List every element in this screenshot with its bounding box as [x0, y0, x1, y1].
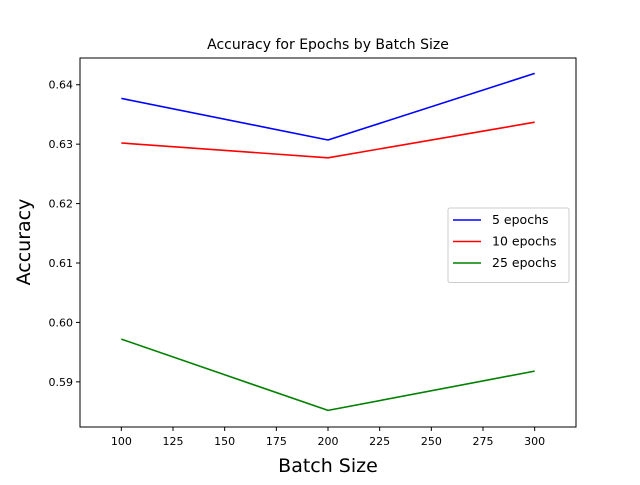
- legend-label: 5 epochs: [492, 212, 549, 227]
- x-tick-label: 125: [163, 435, 184, 448]
- legend: 5 epochs 10 epochs 25 epochs: [448, 208, 569, 283]
- y-tick-label: 0.59: [49, 376, 74, 389]
- x-tick-label: 225: [369, 435, 390, 448]
- x-tick-label: 250: [421, 435, 442, 448]
- y-tick-label: 0.64: [49, 79, 74, 92]
- y-tick-label: 0.60: [49, 316, 74, 329]
- x-tick-label: 150: [214, 435, 235, 448]
- y-axis-label: Accuracy: [13, 199, 35, 286]
- y-tick-label: 0.62: [49, 198, 74, 211]
- x-tick-label: 100: [111, 435, 132, 448]
- chart-title: Accuracy for Epochs by Batch Size: [207, 37, 449, 53]
- x-tick-label: 175: [266, 435, 287, 448]
- x-tick-label: 275: [473, 435, 494, 448]
- x-axis-label: Batch Size: [278, 455, 378, 477]
- x-tick-label: 300: [524, 435, 545, 448]
- y-tick-label: 0.61: [49, 257, 74, 270]
- x-tick-label: 200: [318, 435, 339, 448]
- legend-label: 25 epochs: [492, 255, 556, 270]
- y-tick-label: 0.63: [49, 138, 74, 151]
- legend-label: 10 epochs: [492, 234, 556, 249]
